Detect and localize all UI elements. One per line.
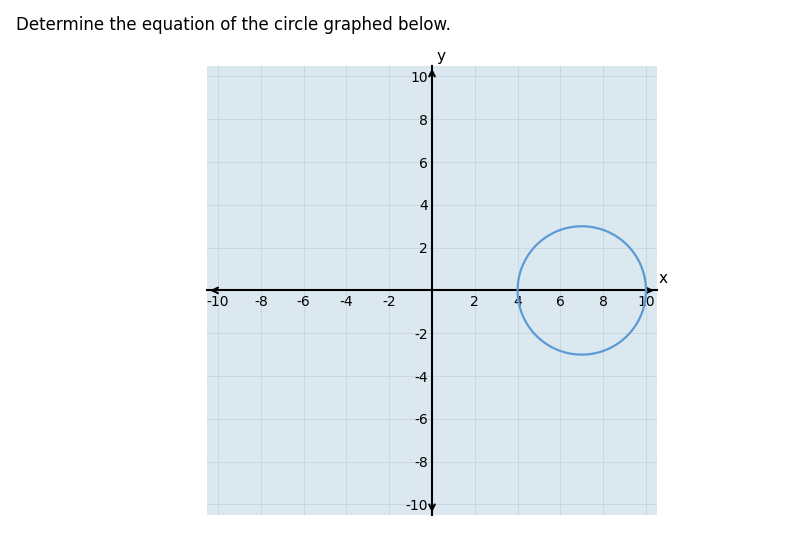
Text: x: x [659,271,668,286]
Text: y: y [436,49,446,64]
Text: Determine the equation of the circle graphed below.: Determine the equation of the circle gra… [16,16,451,35]
